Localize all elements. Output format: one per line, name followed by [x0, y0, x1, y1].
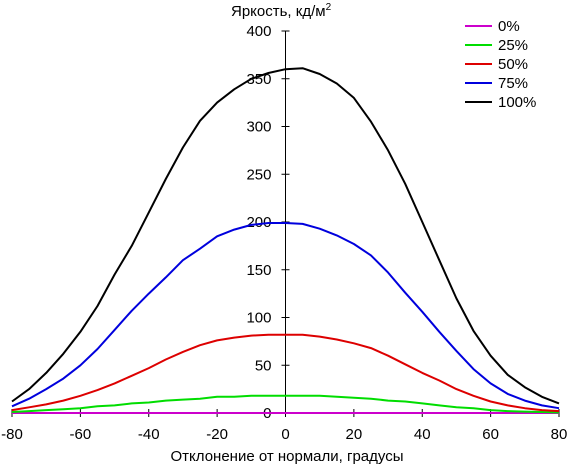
y-tick-label: 250: [246, 166, 271, 183]
y-tick-label: 150: [246, 262, 271, 279]
legend-label: 25%: [498, 37, 528, 54]
x-tick-label: -80: [1, 426, 23, 443]
x-tick-label: -60: [70, 426, 92, 443]
legend: 0% 25% 50% 75% 100%: [465, 18, 536, 111]
series-line-75pct: [11, 222, 560, 410]
x-tick-label: 40: [414, 426, 431, 443]
series-line-100pct: [11, 67, 560, 405]
y-tick-label: 100: [246, 310, 271, 327]
y-tick-label: 200: [246, 214, 271, 231]
x-tick-label: -40: [138, 426, 160, 443]
x-tick-label: 80: [551, 426, 568, 443]
legend-label: 0%: [498, 18, 520, 35]
y-axis-title: Яркость, кд/м2: [231, 2, 332, 20]
legend-label: 100%: [498, 94, 536, 111]
series-line-25pct: [11, 394, 560, 414]
x-tick-label: 0: [281, 426, 289, 443]
series-lines: [11, 67, 560, 414]
x-tick-label: -20: [206, 426, 228, 443]
y-tick-label: 400: [246, 23, 271, 40]
legend-label: 50%: [498, 56, 528, 73]
legend-label: 75%: [498, 75, 528, 92]
y-tick-label: 50: [255, 357, 272, 374]
x-tick-label: 20: [346, 426, 363, 443]
x-axis-ticks: -80 -60 -40 -20 0 20 40 60 80: [1, 409, 567, 443]
x-axis-title: Отклонение от нормали, градусы: [171, 448, 404, 465]
y-tick-label: 300: [246, 119, 271, 136]
x-tick-label: 60: [482, 426, 499, 443]
series-line-50pct: [11, 333, 560, 413]
